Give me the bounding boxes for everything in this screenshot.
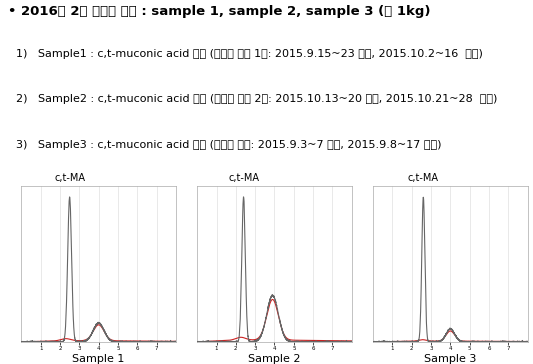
Text: 1)   Sample1 : c,t-muconic acid 분말 (유가식 배양 1차: 2015.9.15~23 배양, 2015.10.2~16  정제: 1) Sample1 : c,t-muconic acid 분말 (유가식 배양… xyxy=(16,49,483,59)
Text: c,t-MA: c,t-MA xyxy=(54,173,85,182)
X-axis label: Sample 3: Sample 3 xyxy=(424,354,477,364)
X-axis label: Sample 1: Sample 1 xyxy=(72,354,125,364)
Text: 3)   Sample3 : c,t-muconic acid 분말 (회분식 배양: 2015.9.3~7 배양, 2015.9.8~17 정제): 3) Sample3 : c,t-muconic acid 분말 (회분식 배양… xyxy=(16,140,441,150)
Text: 2)   Sample2 : c,t-muconic acid 분말 (유가식 배양 2차: 2015.10.13~20 배양, 2015.10.21~28  : 2) Sample2 : c,t-muconic acid 분말 (유가식 배양… xyxy=(16,94,497,104)
X-axis label: Sample 2: Sample 2 xyxy=(248,354,301,364)
Text: • 2016년 2월 전달한 시료 : sample 1, sample 2, sample 3 (총 1kg): • 2016년 2월 전달한 시료 : sample 1, sample 2, … xyxy=(8,5,431,18)
Text: c,t-MA: c,t-MA xyxy=(228,173,259,182)
Text: c,t-MA: c,t-MA xyxy=(408,173,439,182)
